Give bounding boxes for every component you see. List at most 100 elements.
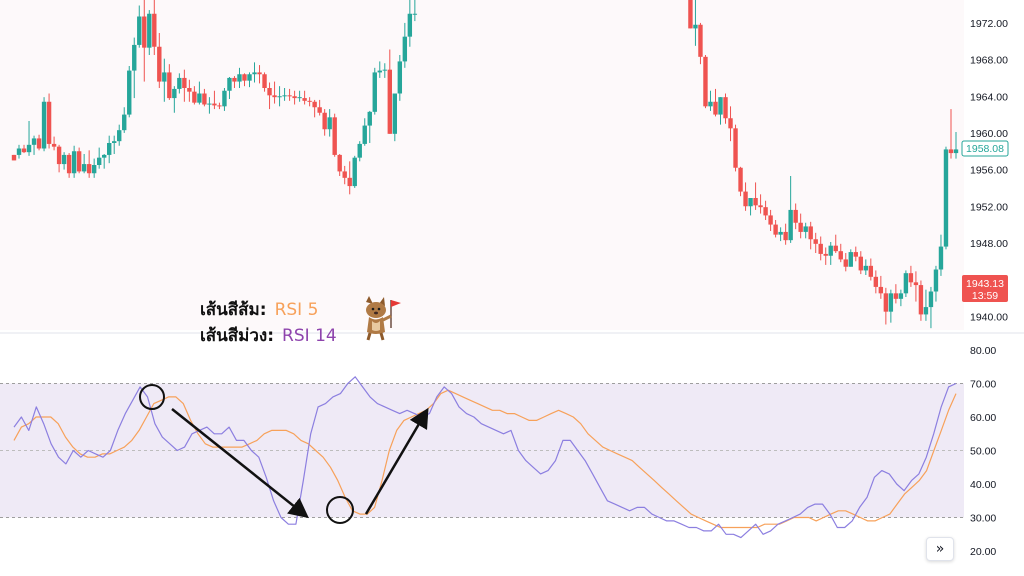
candle: [322, 109, 327, 136]
candle-body: [397, 61, 403, 94]
candle-body: [137, 16, 142, 45]
candle: [708, 90, 713, 111]
candle-body: [392, 93, 398, 134]
candle: [122, 107, 127, 133]
candle: [282, 88, 287, 101]
candle: [26, 121, 32, 156]
candle: [112, 135, 117, 154]
candle: [798, 213, 803, 239]
candle-body: [723, 97, 728, 119]
candle-body: [893, 293, 899, 299]
candle: [898, 289, 904, 307]
candle-body: [758, 205, 763, 208]
candle-body: [743, 191, 748, 207]
candle-body: [738, 167, 743, 192]
candle-body: [307, 100, 312, 102]
candle: [873, 270, 879, 294]
candle-body: [66, 154, 72, 174]
price-axis-tick: 1948.00: [970, 238, 1008, 250]
candle-body: [107, 143, 112, 155]
candle: [758, 194, 763, 214]
candle-body: [86, 164, 92, 174]
candle: [352, 155, 357, 188]
candle-body: [347, 177, 352, 187]
dog-mascot-icon: [366, 296, 401, 341]
candle: [828, 242, 833, 265]
candle-body: [382, 69, 387, 71]
candle: [778, 227, 783, 242]
candle: [913, 271, 919, 302]
candle-body: [152, 13, 157, 47]
candle: [127, 66, 132, 118]
candle-body: [122, 114, 127, 131]
scroll-to-realtime-button[interactable]: »: [926, 537, 954, 561]
candle-body: [808, 226, 813, 240]
price-axis-tick: 1964.00: [970, 91, 1008, 103]
candle: [107, 135, 112, 164]
candle: [843, 253, 848, 272]
legend-rsi14: เส้นสีม่วง: RSI 14: [200, 322, 337, 349]
candle-body: [943, 149, 949, 247]
candle: [803, 222, 808, 239]
candle-body: [227, 77, 232, 91]
candle: [167, 64, 172, 100]
candle-body: [11, 154, 17, 161]
candle: [46, 93, 52, 149]
candle-body: [197, 93, 202, 103]
candle: [748, 198, 753, 216]
candle-body: [312, 101, 317, 108]
candle: [162, 58, 167, 102]
candle: [41, 97, 47, 152]
price-axis-tick: 1952.00: [970, 201, 1008, 213]
candle: [903, 270, 909, 297]
candle-body: [933, 269, 939, 292]
candle: [818, 236, 823, 261]
candle-body: [41, 101, 47, 149]
rsi-panel[interactable]: [13, 376, 957, 539]
candle-body: [367, 111, 372, 126]
candle: [763, 200, 768, 220]
candle: [21, 144, 27, 154]
candle-body: [247, 74, 252, 81]
candle: [783, 223, 788, 245]
candle: [397, 55, 403, 101]
candle-body: [46, 101, 52, 144]
current-price-text: 1958.08: [966, 143, 1004, 155]
candle-body: [853, 252, 858, 257]
candle: [768, 209, 773, 231]
candle-body: [252, 72, 257, 75]
candle: [147, 10, 152, 55]
candle-body: [327, 117, 332, 130]
price-panel[interactable]: [11, 0, 959, 329]
candle-body: [898, 293, 904, 299]
candle: [773, 220, 778, 238]
price-axis[interactable]: 1972.00 1968.00 1964.00 1960.00 1956.00 1952.…: [970, 18, 1008, 323]
candle-body: [783, 231, 788, 241]
rsi14-line: [13, 376, 957, 539]
candle: [738, 166, 743, 197]
candle: [863, 259, 869, 275]
candle-body: [222, 90, 227, 107]
candle: [157, 33, 162, 88]
candle: [192, 86, 197, 105]
candle-body: [903, 273, 909, 294]
candle-body: [342, 171, 347, 178]
candle: [152, 0, 157, 55]
candle-body: [277, 96, 282, 98]
candle-body: [232, 77, 237, 82]
candle-body: [257, 72, 262, 75]
countdown-text: 13:59: [972, 290, 998, 302]
candle-body: [412, 13, 418, 15]
candle: [347, 161, 352, 195]
candle-body: [357, 143, 362, 158]
candle: [893, 284, 899, 304]
candle-body: [162, 72, 167, 82]
candle-body: [202, 93, 207, 105]
rsi-axis[interactable]: 80.00 70.00 60.00 50.00 40.00 30.00 20.00: [970, 345, 996, 558]
candle: [718, 97, 723, 125]
candle: [923, 289, 929, 321]
candle: [788, 176, 793, 243]
candle: [387, 49, 392, 134]
candle-body: [362, 125, 367, 144]
